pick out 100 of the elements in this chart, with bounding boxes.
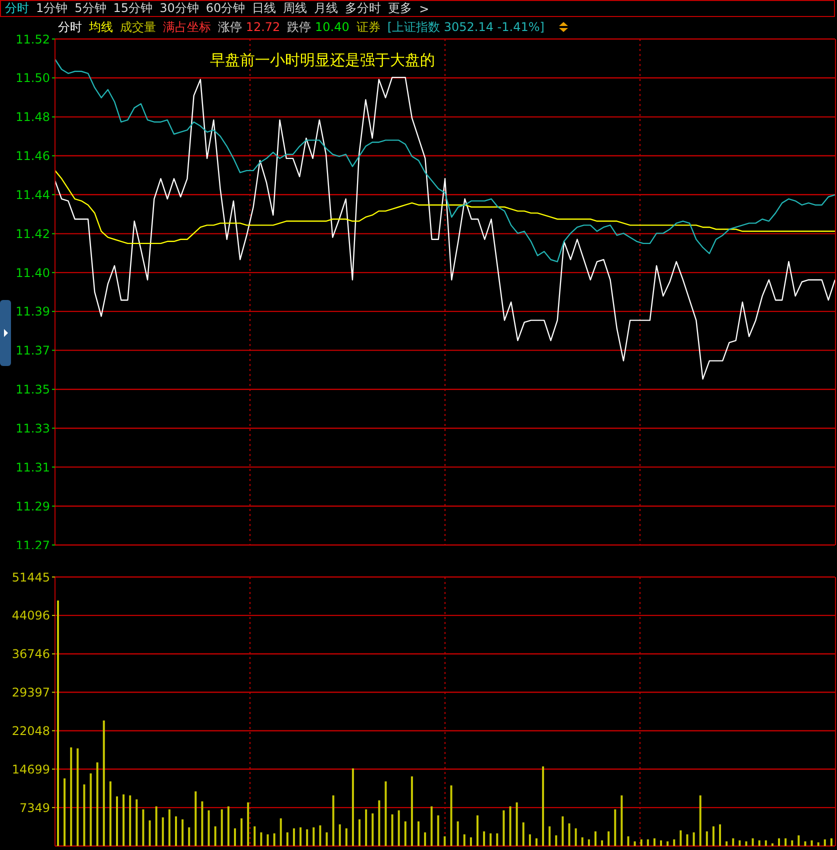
bar xyxy=(581,837,584,846)
bar xyxy=(57,600,59,846)
bar xyxy=(338,824,341,846)
bar xyxy=(516,802,518,846)
bar xyxy=(548,826,551,846)
bar xyxy=(614,809,616,846)
bar xyxy=(148,820,151,846)
y-tick-label: 7349 xyxy=(19,800,50,815)
bar xyxy=(732,838,734,846)
bar xyxy=(398,810,400,846)
y-tick-label: 11.40 xyxy=(16,266,50,280)
y-tick-label: 11.39 xyxy=(16,304,50,319)
annotation: 早盘前一小时明显还是强于大盘的 xyxy=(210,51,435,70)
y-tick-label: 11.46 xyxy=(16,149,50,164)
y-tick-label: 11.42 xyxy=(16,226,50,241)
bar xyxy=(64,778,66,846)
bar xyxy=(784,838,787,846)
bar xyxy=(594,831,596,846)
bar xyxy=(194,791,197,846)
bar xyxy=(463,834,466,846)
bar xyxy=(791,840,794,846)
y-tick-label: 11.37 xyxy=(16,344,50,358)
bar xyxy=(620,795,623,846)
y-tick-label: 11.27 xyxy=(16,538,50,552)
bar xyxy=(280,818,282,846)
text: 跌停 10.40 xyxy=(287,20,350,34)
bar xyxy=(608,831,610,846)
bar xyxy=(476,815,478,846)
bar xyxy=(286,832,288,846)
bar xyxy=(496,833,498,846)
line-series xyxy=(54,76,836,380)
bar xyxy=(83,784,86,846)
bar xyxy=(771,843,774,846)
bar xyxy=(798,835,800,846)
text: 涨停 12.72 xyxy=(218,20,280,34)
bar xyxy=(365,809,368,846)
bar xyxy=(122,794,125,846)
bar xyxy=(692,832,695,846)
bar xyxy=(588,839,590,846)
bar xyxy=(326,832,328,846)
bar xyxy=(410,776,413,846)
text: [上证指数 3052.14 -1.41%] xyxy=(387,18,544,36)
bar xyxy=(673,839,676,846)
bar xyxy=(70,747,72,846)
bar xyxy=(352,768,354,846)
bar xyxy=(502,810,505,846)
bar xyxy=(332,795,334,846)
y-tick-label: 11.33 xyxy=(16,421,50,436)
bar xyxy=(174,816,177,846)
bar xyxy=(574,828,577,846)
y-tick-label: 11.52 xyxy=(16,32,50,46)
bar xyxy=(758,840,760,846)
y-tick-label: 22048 xyxy=(12,724,50,738)
bar xyxy=(738,840,741,846)
bar xyxy=(634,841,636,846)
y-tick-label: 11.48 xyxy=(16,110,50,124)
y-tick-label: 11.31 xyxy=(16,460,50,474)
bar xyxy=(726,841,728,846)
bar xyxy=(384,781,387,846)
bar xyxy=(778,838,780,846)
bar xyxy=(168,809,170,846)
bar xyxy=(378,800,380,846)
bar xyxy=(188,827,190,846)
bar xyxy=(214,826,216,846)
bar xyxy=(456,821,459,846)
bar xyxy=(247,802,250,846)
bar xyxy=(712,826,714,846)
bar xyxy=(824,839,826,846)
bar xyxy=(90,773,92,846)
bar xyxy=(201,801,204,846)
bar xyxy=(208,810,210,846)
y-tick-label: 11.50 xyxy=(16,71,50,86)
line-series xyxy=(54,170,836,244)
bar xyxy=(372,813,374,846)
bar xyxy=(522,822,524,846)
bar xyxy=(528,834,531,846)
text: 均线 xyxy=(89,18,113,36)
bar xyxy=(260,832,262,846)
bar xyxy=(266,834,269,846)
bar xyxy=(96,762,98,846)
bar xyxy=(640,839,642,846)
y-tick-label: 11.44 xyxy=(16,188,50,202)
bar xyxy=(404,821,406,846)
text: 满占坐标 xyxy=(163,18,211,36)
bar xyxy=(601,840,604,846)
bar xyxy=(653,838,656,846)
bar xyxy=(627,836,630,846)
bar xyxy=(129,795,132,846)
bar xyxy=(254,826,256,846)
bar xyxy=(234,828,236,846)
bar xyxy=(535,838,538,846)
bar xyxy=(817,842,820,846)
bar xyxy=(306,829,308,846)
y-tick-label: 51445 xyxy=(12,570,50,584)
bar xyxy=(450,785,452,846)
bar xyxy=(358,819,361,846)
bar xyxy=(680,830,682,846)
bar xyxy=(666,841,669,846)
bar xyxy=(273,833,276,846)
bar xyxy=(220,809,223,846)
